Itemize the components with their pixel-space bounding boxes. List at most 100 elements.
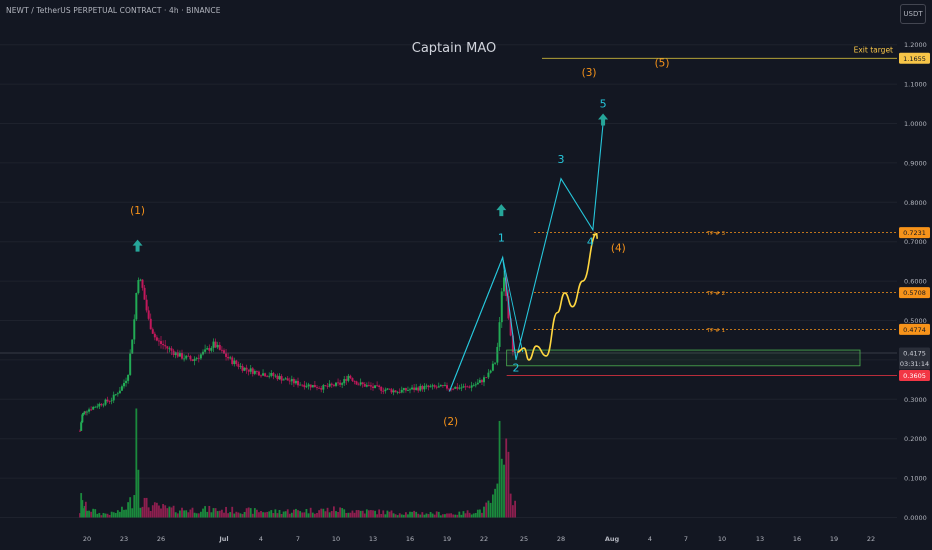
volume-bar bbox=[208, 505, 211, 518]
volume-bar bbox=[187, 512, 190, 518]
volume-bar bbox=[511, 505, 514, 518]
candle-body bbox=[337, 382, 340, 384]
volume-bar bbox=[335, 511, 337, 518]
candle-body bbox=[247, 369, 250, 372]
candle-body bbox=[170, 348, 173, 351]
candle-body bbox=[199, 354, 202, 359]
volume-bar bbox=[454, 514, 457, 518]
volume-bar bbox=[149, 510, 152, 518]
price-tick-label: 0.3000 bbox=[904, 396, 927, 404]
volume-bar bbox=[116, 510, 119, 518]
minor-wave-label: 1 bbox=[498, 232, 505, 245]
candle-body bbox=[137, 280, 140, 293]
candle-body bbox=[491, 363, 494, 371]
minor-wave-label: 3 bbox=[558, 153, 565, 166]
volume-bar bbox=[231, 506, 234, 518]
candle-body bbox=[421, 385, 424, 390]
volume-bar bbox=[339, 507, 342, 518]
volume-bar bbox=[452, 514, 455, 518]
currency-button[interactable]: USDT bbox=[900, 4, 926, 24]
candle-body bbox=[127, 374, 130, 381]
candle-body bbox=[437, 386, 440, 388]
volume-bar bbox=[365, 509, 368, 518]
candle-body bbox=[237, 364, 240, 367]
candle-body bbox=[299, 384, 302, 386]
volume-bar bbox=[500, 458, 503, 518]
volume-bar bbox=[384, 514, 387, 518]
candle-body bbox=[197, 357, 200, 359]
candle-body bbox=[108, 401, 111, 403]
volume-bar bbox=[316, 512, 318, 518]
candle-body bbox=[225, 353, 228, 357]
volume-bar bbox=[446, 513, 448, 518]
volume-bar bbox=[212, 508, 215, 518]
volume-bar bbox=[496, 483, 499, 518]
volume-bar bbox=[343, 509, 346, 518]
candle-body bbox=[411, 387, 414, 390]
candle-body bbox=[245, 367, 248, 370]
time-axis[interactable]: 20 23 26 Jul 4 7 10 13 16 19 22 25 28 Aug 4 7 10 13 16 19 22 bbox=[83, 535, 875, 543]
time-tick-label: 7 bbox=[296, 535, 300, 543]
time-tick-label: 26 bbox=[157, 535, 165, 543]
candle-body bbox=[305, 386, 308, 388]
candle-body bbox=[498, 322, 501, 347]
candle-body bbox=[456, 386, 459, 389]
volume-bar bbox=[243, 512, 246, 518]
volume-bar bbox=[83, 505, 86, 518]
candle-body bbox=[260, 375, 262, 377]
candle-body bbox=[307, 384, 310, 387]
volume-bar bbox=[131, 508, 134, 518]
candle-body bbox=[187, 355, 190, 357]
time-tick-label: 19 bbox=[830, 535, 838, 543]
volume-bar bbox=[193, 512, 196, 518]
volume-bar bbox=[280, 514, 283, 518]
volume-bar bbox=[318, 510, 321, 518]
volume-bar bbox=[349, 512, 352, 518]
volume-bar bbox=[200, 511, 202, 518]
tp-label: TP # 3 bbox=[706, 231, 726, 237]
candle-body bbox=[102, 404, 105, 406]
time-tick-label: 22 bbox=[480, 535, 488, 543]
candle-body bbox=[487, 372, 490, 378]
volume-bar bbox=[355, 510, 358, 518]
candle-body bbox=[257, 371, 260, 376]
volume-bar bbox=[145, 497, 148, 518]
candle-body bbox=[386, 388, 389, 390]
volume-bar bbox=[181, 507, 183, 518]
volume-bar bbox=[227, 513, 230, 518]
tp-label: TP # 1 bbox=[706, 328, 725, 334]
candle-body bbox=[507, 296, 510, 319]
candle-body bbox=[328, 383, 331, 387]
volume-bar bbox=[162, 504, 164, 518]
candle-body bbox=[415, 387, 418, 390]
candle-body bbox=[425, 385, 428, 387]
candle-body bbox=[294, 380, 297, 384]
candle-body bbox=[160, 341, 162, 344]
volume-bar bbox=[278, 510, 281, 518]
volume-bar bbox=[378, 509, 381, 518]
volume-bar bbox=[429, 511, 432, 518]
volume-bar bbox=[332, 506, 335, 518]
price-axis[interactable]: 0.00000.10000.20000.30000.40000.50000.60… bbox=[899, 41, 930, 522]
volume-bar bbox=[94, 509, 97, 518]
candle-body bbox=[500, 291, 503, 323]
volume-bar bbox=[351, 510, 354, 518]
volume-bar bbox=[118, 511, 121, 518]
candle-body bbox=[174, 352, 177, 355]
candle-body bbox=[185, 355, 188, 359]
time-tick-label: 23 bbox=[120, 535, 128, 543]
candle-body bbox=[380, 386, 383, 391]
volume-bar bbox=[313, 513, 316, 518]
candle-body bbox=[147, 310, 150, 319]
candle-body bbox=[384, 389, 387, 392]
symbol-header[interactable]: NEWT / TetherUS PERPETUAL CONTRACT · 4h … bbox=[6, 6, 221, 15]
time-tick-label: 20 bbox=[83, 535, 91, 543]
price-tick-label: 1.2000 bbox=[904, 41, 927, 49]
candle-body bbox=[112, 394, 115, 401]
candle-body bbox=[357, 384, 360, 386]
candle-body bbox=[341, 383, 344, 385]
volume-bar bbox=[415, 511, 418, 518]
volume-bar bbox=[135, 408, 138, 518]
candle-body bbox=[251, 368, 254, 374]
